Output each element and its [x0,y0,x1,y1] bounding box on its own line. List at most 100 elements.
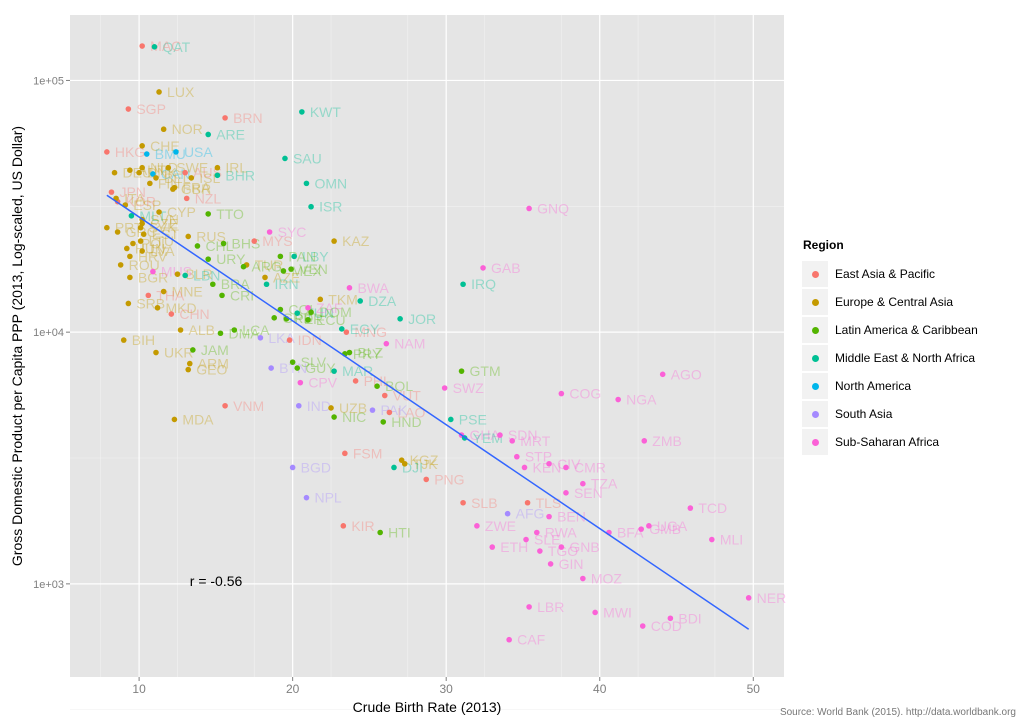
data-point [220,240,227,247]
data-point [397,315,403,322]
y-tick-label: 1e+04 [33,327,64,339]
legend-entry: Middle East & North Africa [801,344,1011,372]
country-label: UZB [339,400,367,416]
data-point [639,623,646,629]
data-point [667,615,674,622]
country-label: PSE [459,411,487,427]
data-point [380,419,387,425]
data-point [128,212,135,219]
data-point [580,575,586,582]
regression-line-layer [106,194,750,630]
country-label: SVK [149,220,178,236]
country-label: KEN [533,459,562,475]
country-label: CYP [167,204,196,220]
data-point [352,378,359,384]
country-label: SAU [293,150,322,166]
country-label: GEO [196,362,227,378]
data-point [514,453,520,460]
country-label: GTM [470,363,501,379]
data-point [205,211,211,217]
data-point [504,510,511,517]
legend-entry: Latin America & Caribbean [801,316,1011,344]
data-point [186,360,193,367]
data-point [303,494,310,501]
data-point [506,636,512,643]
data-point [558,390,565,397]
country-label: AFG [516,506,545,522]
source-caption: Source: World Bank (2015). http://data.w… [779,707,1016,718]
data-point [299,109,305,115]
data-point [205,131,211,138]
data-point [303,180,310,187]
country-label: ALB [189,322,215,338]
country-label: ARE [216,126,245,142]
data-point [745,595,752,601]
country-label: TTO [216,206,244,222]
legend-key [801,428,829,456]
country-label: KWT [310,104,342,120]
data-point [474,523,480,529]
country-label: PRY [353,346,382,362]
data-point [294,310,301,316]
country-label: FSM [353,445,383,461]
data-point [558,544,565,550]
data-point [489,544,496,550]
country-label: BLR [185,266,212,282]
country-label: JPN [119,184,145,200]
country-label: CHE [150,138,180,154]
data-point [183,195,190,202]
x-tick-label: 30 [440,682,454,696]
data-point [277,253,284,260]
country-label: URY [216,251,246,267]
country-label: CZE [150,216,178,232]
country-label: SGP [136,101,166,117]
country-label: LCA [242,322,270,338]
country-label: GRC [126,224,157,240]
country-label: GAB [491,260,521,276]
data-point [139,142,145,149]
country-label: MAR [342,363,373,379]
country-label: CAF [517,632,545,648]
country-label: ESP [133,197,161,213]
country-label: NAM [394,336,425,352]
country-label: PRT [115,220,143,236]
data-point [346,285,353,291]
country-label: AUS [193,165,222,181]
country-label: MAC [150,38,181,54]
data-point [526,604,532,610]
x-tick-label: 50 [747,682,761,696]
data-point [251,238,258,244]
country-label: FRA [182,180,211,196]
country-label: DZA [368,293,397,309]
data-point [331,238,337,244]
country-label: ARG [252,259,282,275]
country-label: COD [651,618,682,634]
country-label: LBY [302,248,329,264]
country-label: VUT [393,388,421,404]
data-point [136,169,142,176]
data-point [104,224,110,231]
country-label: ZWE [485,518,516,534]
country-label: GNQ [537,200,569,216]
country-label: VNM [233,398,264,414]
data-point [182,272,188,279]
data-point [342,450,348,457]
data-point [140,231,147,237]
data-point [331,368,337,374]
country-label: GBR [181,181,211,197]
country-label: BHR [225,167,255,183]
legend-key [801,372,829,400]
country-label: KAZ [342,233,370,249]
data-point [369,407,376,413]
data-point [331,414,337,420]
data-point [646,523,652,529]
data-point [222,402,228,409]
data-point [188,175,195,181]
country-label: PNG [434,471,464,487]
y-tick-label: 1e+05 [33,75,64,87]
country-label: POL [141,236,169,252]
country-label: KGZ [410,452,439,468]
data-point [547,561,554,567]
country-label: MWI [603,604,632,620]
